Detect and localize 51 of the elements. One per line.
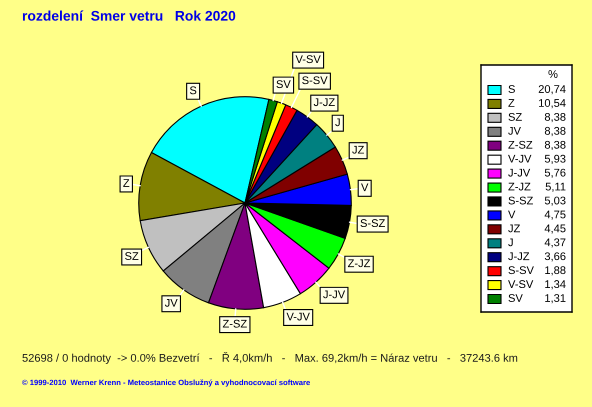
data-label: 1,34 xyxy=(545,280,566,290)
legend-label: J-JV xyxy=(508,168,530,177)
data-label: 8,38 xyxy=(544,112,566,122)
slice-label: Z-SZ xyxy=(222,320,247,328)
legend-label: Z xyxy=(508,99,514,107)
data-label: 4,45 xyxy=(544,224,566,234)
slice-label: Z xyxy=(123,179,130,187)
slice-label: S xyxy=(190,86,196,94)
slice-label: S-SZ xyxy=(360,219,385,228)
legend-label: JV xyxy=(508,127,521,135)
legend-title: % xyxy=(548,70,558,78)
slice-label: J-JZ xyxy=(314,98,335,106)
slice-label: S-SV xyxy=(302,76,328,84)
data-label: 20,74 xyxy=(538,85,566,94)
legend-label: Z-SZ xyxy=(508,140,532,149)
slice-label: J xyxy=(335,118,340,126)
legend-label: SZ xyxy=(508,112,522,121)
slice-label: V-JV xyxy=(286,312,310,320)
legend-label: S-SV xyxy=(508,266,534,274)
data-label: 5,76 xyxy=(544,168,566,178)
data-label: 5,03 xyxy=(544,196,566,206)
data-label: 5,93 xyxy=(544,154,566,164)
data-label: 10,54 xyxy=(539,99,566,108)
slice-label: SV xyxy=(276,80,291,88)
data-label: 4,75 xyxy=(544,210,566,220)
slice-label: J-JV xyxy=(323,290,346,298)
legend-label: S-SZ xyxy=(508,196,533,204)
legend-label: V-JV xyxy=(508,154,532,163)
data-label: 4,37 xyxy=(544,238,566,248)
slice-label: Z-JZ xyxy=(348,259,370,268)
legend-label: S xyxy=(508,85,515,93)
legend-label: J xyxy=(508,238,513,246)
slice-label: V xyxy=(361,184,368,192)
legend-label: V xyxy=(508,210,516,218)
legend-label: Z-JZ xyxy=(508,182,530,191)
data-label: 5,11 xyxy=(546,182,566,192)
legend-label: SV xyxy=(508,294,523,302)
slice-label: V-SV xyxy=(296,55,321,64)
slice-label: JZ xyxy=(352,146,364,154)
legend-label: J-JZ xyxy=(508,252,530,260)
legend-label: JZ xyxy=(508,224,520,232)
data-label: 8,38 xyxy=(544,126,566,136)
chart-title: rozdelení Smer vetru Rok 2020 xyxy=(22,10,236,21)
data-label: 8,38 xyxy=(544,140,566,150)
legend-label: V-SV xyxy=(508,280,534,288)
data-label: 1,88 xyxy=(545,266,566,276)
data-label: 3,66 xyxy=(544,252,566,262)
slice-label: JV xyxy=(164,298,178,307)
data-label: 1,31 xyxy=(545,294,566,304)
text: 52698 / 0 hodnoty -> 0.0% Bezvetrí - Ř 4,0km/h - Max. 69,2km/h = Náraz vetru - 37243.6 km xyxy=(22,352,518,364)
slice-label: SZ xyxy=(125,252,138,260)
